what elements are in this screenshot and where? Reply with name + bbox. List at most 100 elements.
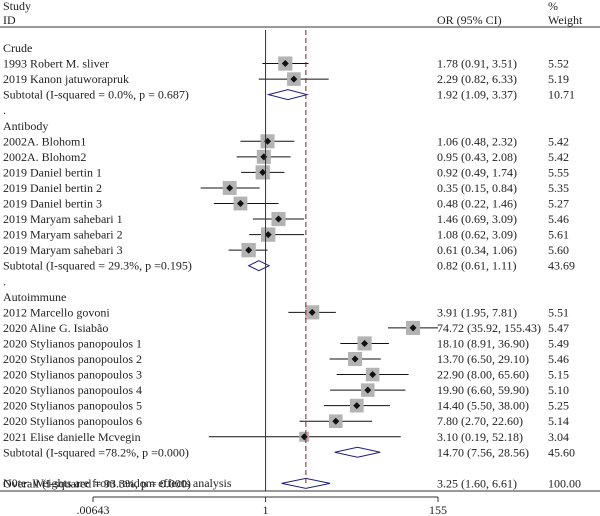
- header-study: Study: [3, 0, 31, 13]
- study-label: 2021 Elise danielle Mcvegin: [3, 430, 141, 444]
- study-ci-text: 22.90 (8.00, 65.60): [437, 368, 529, 382]
- study-weight: 5.60: [548, 243, 569, 257]
- study-ci-text: 1.06 (0.48, 2.32): [437, 134, 517, 148]
- study-ci-text: 14.40 (5.50, 38.00): [437, 399, 529, 413]
- study-label: 2002A. Blohom2: [3, 150, 86, 164]
- point-estimate: [364, 386, 372, 394]
- study-weight: 5.27: [548, 197, 569, 211]
- study-weight: 3.04: [548, 430, 569, 444]
- study-label: 2019 Maryam sahebari 2: [3, 228, 123, 242]
- study-weight: 5.15: [548, 368, 569, 382]
- study-ci-text: 1.78 (0.91, 3.51): [437, 57, 517, 71]
- point-estimate: [361, 339, 369, 347]
- study-ci-text: 1.46 (0.69, 3.09): [437, 212, 517, 226]
- header-percent: %: [548, 0, 558, 13]
- point-estimate: [351, 355, 359, 363]
- group-label: Autoimmune: [3, 290, 66, 304]
- point-estimate: [281, 60, 289, 68]
- study-label: 2020 Stylianos panopoulos 4: [3, 383, 142, 397]
- spacer-mark: .: [3, 103, 6, 117]
- study-ci-text: 19.90 (6.60, 59.90): [437, 383, 529, 397]
- pooled-diamond: [334, 446, 381, 458]
- subtotal-label: Overall (I-squared = 93.3%, p = 0.000): [3, 476, 191, 490]
- study-label: 2020 Stylianos panopoulos 1: [3, 336, 142, 350]
- study-weight: 5.14: [548, 414, 569, 428]
- study-ci-text: 0.48 (0.22, 1.46): [437, 197, 517, 211]
- study-weight: 5.35: [548, 181, 569, 195]
- study-weight: 5.19: [548, 72, 569, 86]
- subtotal-ci-text: 0.82 (0.61, 1.11): [437, 259, 517, 273]
- study-ci-text: 1.08 (0.62, 3.09): [437, 228, 517, 242]
- study-weight: 5.46: [548, 212, 569, 226]
- study-ci-text: 18.10 (8.91, 36.90): [437, 336, 529, 350]
- group-label: Crude: [3, 41, 32, 55]
- point-estimate: [264, 231, 272, 239]
- study-weight: 5.52: [548, 57, 569, 71]
- point-estimate: [332, 417, 340, 425]
- x-tick-label: 1: [263, 503, 269, 516]
- x-tick-label: 155: [429, 503, 447, 516]
- footnote: N0te: Weights are from random effects an…: [3, 476, 232, 490]
- study-label: 2020 Stylianos panopoulos 5: [3, 399, 142, 413]
- study-weight: 5.51: [548, 305, 569, 319]
- study-weight: 5.55: [548, 165, 569, 179]
- study-label: 2019 Maryam sahebari 1: [3, 212, 123, 226]
- study-label: 2019 Maryam sahebari 3: [3, 243, 123, 257]
- study-label: 2020 Stylianos panopoulos 2: [3, 352, 142, 366]
- pooled-diamond: [247, 260, 271, 272]
- subtotal-label: Subtotal (I-squared = 0.0%, p = 0.687): [3, 88, 189, 102]
- study-label: 2019 Kanon jatuworapruk: [3, 72, 129, 86]
- subtotal-label: Subtotal (I-squared =78.2%, p =0.000): [3, 445, 189, 459]
- study-weight: 5.46: [548, 352, 569, 366]
- point-estimate: [369, 371, 377, 379]
- header-or-ci: OR (95% CI): [437, 13, 502, 27]
- study-ci-text: 13.70 (6.50, 29.10): [437, 352, 529, 366]
- study-label: 2019 Daniel bertin 2: [3, 181, 102, 195]
- pooled-diamond: [266, 89, 310, 101]
- subtotal-ci-text: 14.70 (7.56, 28.56): [437, 445, 529, 459]
- study-weight: 5.47: [548, 321, 569, 335]
- subtotal-weight: 45.60: [548, 445, 575, 459]
- point-estimate: [236, 200, 244, 207]
- x-tick-label: .00643: [77, 503, 110, 516]
- group-label: Antibody: [3, 119, 48, 133]
- point-estimate: [259, 168, 267, 176]
- study-label: 2020 Aline G. Isiabão: [3, 321, 108, 335]
- study-label: 2019 Daniel bertin 1: [3, 165, 102, 179]
- study-ci-text: 2.29 (0.82, 6.33): [437, 72, 517, 86]
- subtotal-label: Subtotal (I-squared = 29.3%, p =0.195): [3, 259, 192, 273]
- pooled-diamond: [281, 477, 331, 489]
- study-ci-text: 0.92 (0.49, 1.74): [437, 165, 517, 179]
- study-ci-text: 3.10 (0.19, 52.18): [437, 430, 523, 444]
- spacer-mark: .: [3, 274, 6, 288]
- study-label: 2012 Marcello govoni: [3, 305, 110, 319]
- study-label: 1993 Robert M. sliver: [3, 57, 109, 71]
- study-label: 2002A. Blohom1: [3, 134, 86, 148]
- study-label: 2020 Stylianos panopoulos 6: [3, 414, 142, 428]
- study-label: 2020 Stylianos panopoulos 3: [3, 368, 142, 382]
- point-estimate: [226, 184, 234, 192]
- subtotal-ci-text: 3.25 (1.60, 6.61): [437, 476, 517, 490]
- subtotal-weight: 43.69: [548, 259, 575, 273]
- header-id: ID: [3, 13, 16, 27]
- study-ci-text: 74.72 (35.92, 155.43): [437, 321, 541, 335]
- study-weight: 5.25: [548, 399, 569, 413]
- subtotal-weight: 100.00: [548, 476, 581, 490]
- header-weight: Weight: [548, 13, 583, 27]
- x-axis: .00643 1 155: [77, 30, 447, 516]
- study-weight: 5.61: [548, 228, 569, 242]
- study-label: 2019 Daniel bertin 3: [3, 197, 102, 211]
- study-weight: 5.10: [548, 383, 569, 397]
- subtotal-weight: 10.71: [548, 88, 575, 102]
- study-ci-text: 0.95 (0.43, 2.08): [437, 150, 517, 164]
- point-estimate: [308, 308, 316, 316]
- point-estimate: [353, 402, 361, 410]
- point-estimate: [245, 246, 253, 254]
- study-weight: 5.42: [548, 134, 569, 148]
- study-ci-text: 0.35 (0.15, 0.84): [437, 181, 517, 195]
- study-ci-text: 3.91 (1.95, 7.81): [437, 305, 517, 319]
- study-ci-text: 0.61 (0.34, 1.06): [437, 243, 517, 257]
- study-weight: 5.49: [548, 336, 569, 350]
- point-estimate: [290, 75, 298, 83]
